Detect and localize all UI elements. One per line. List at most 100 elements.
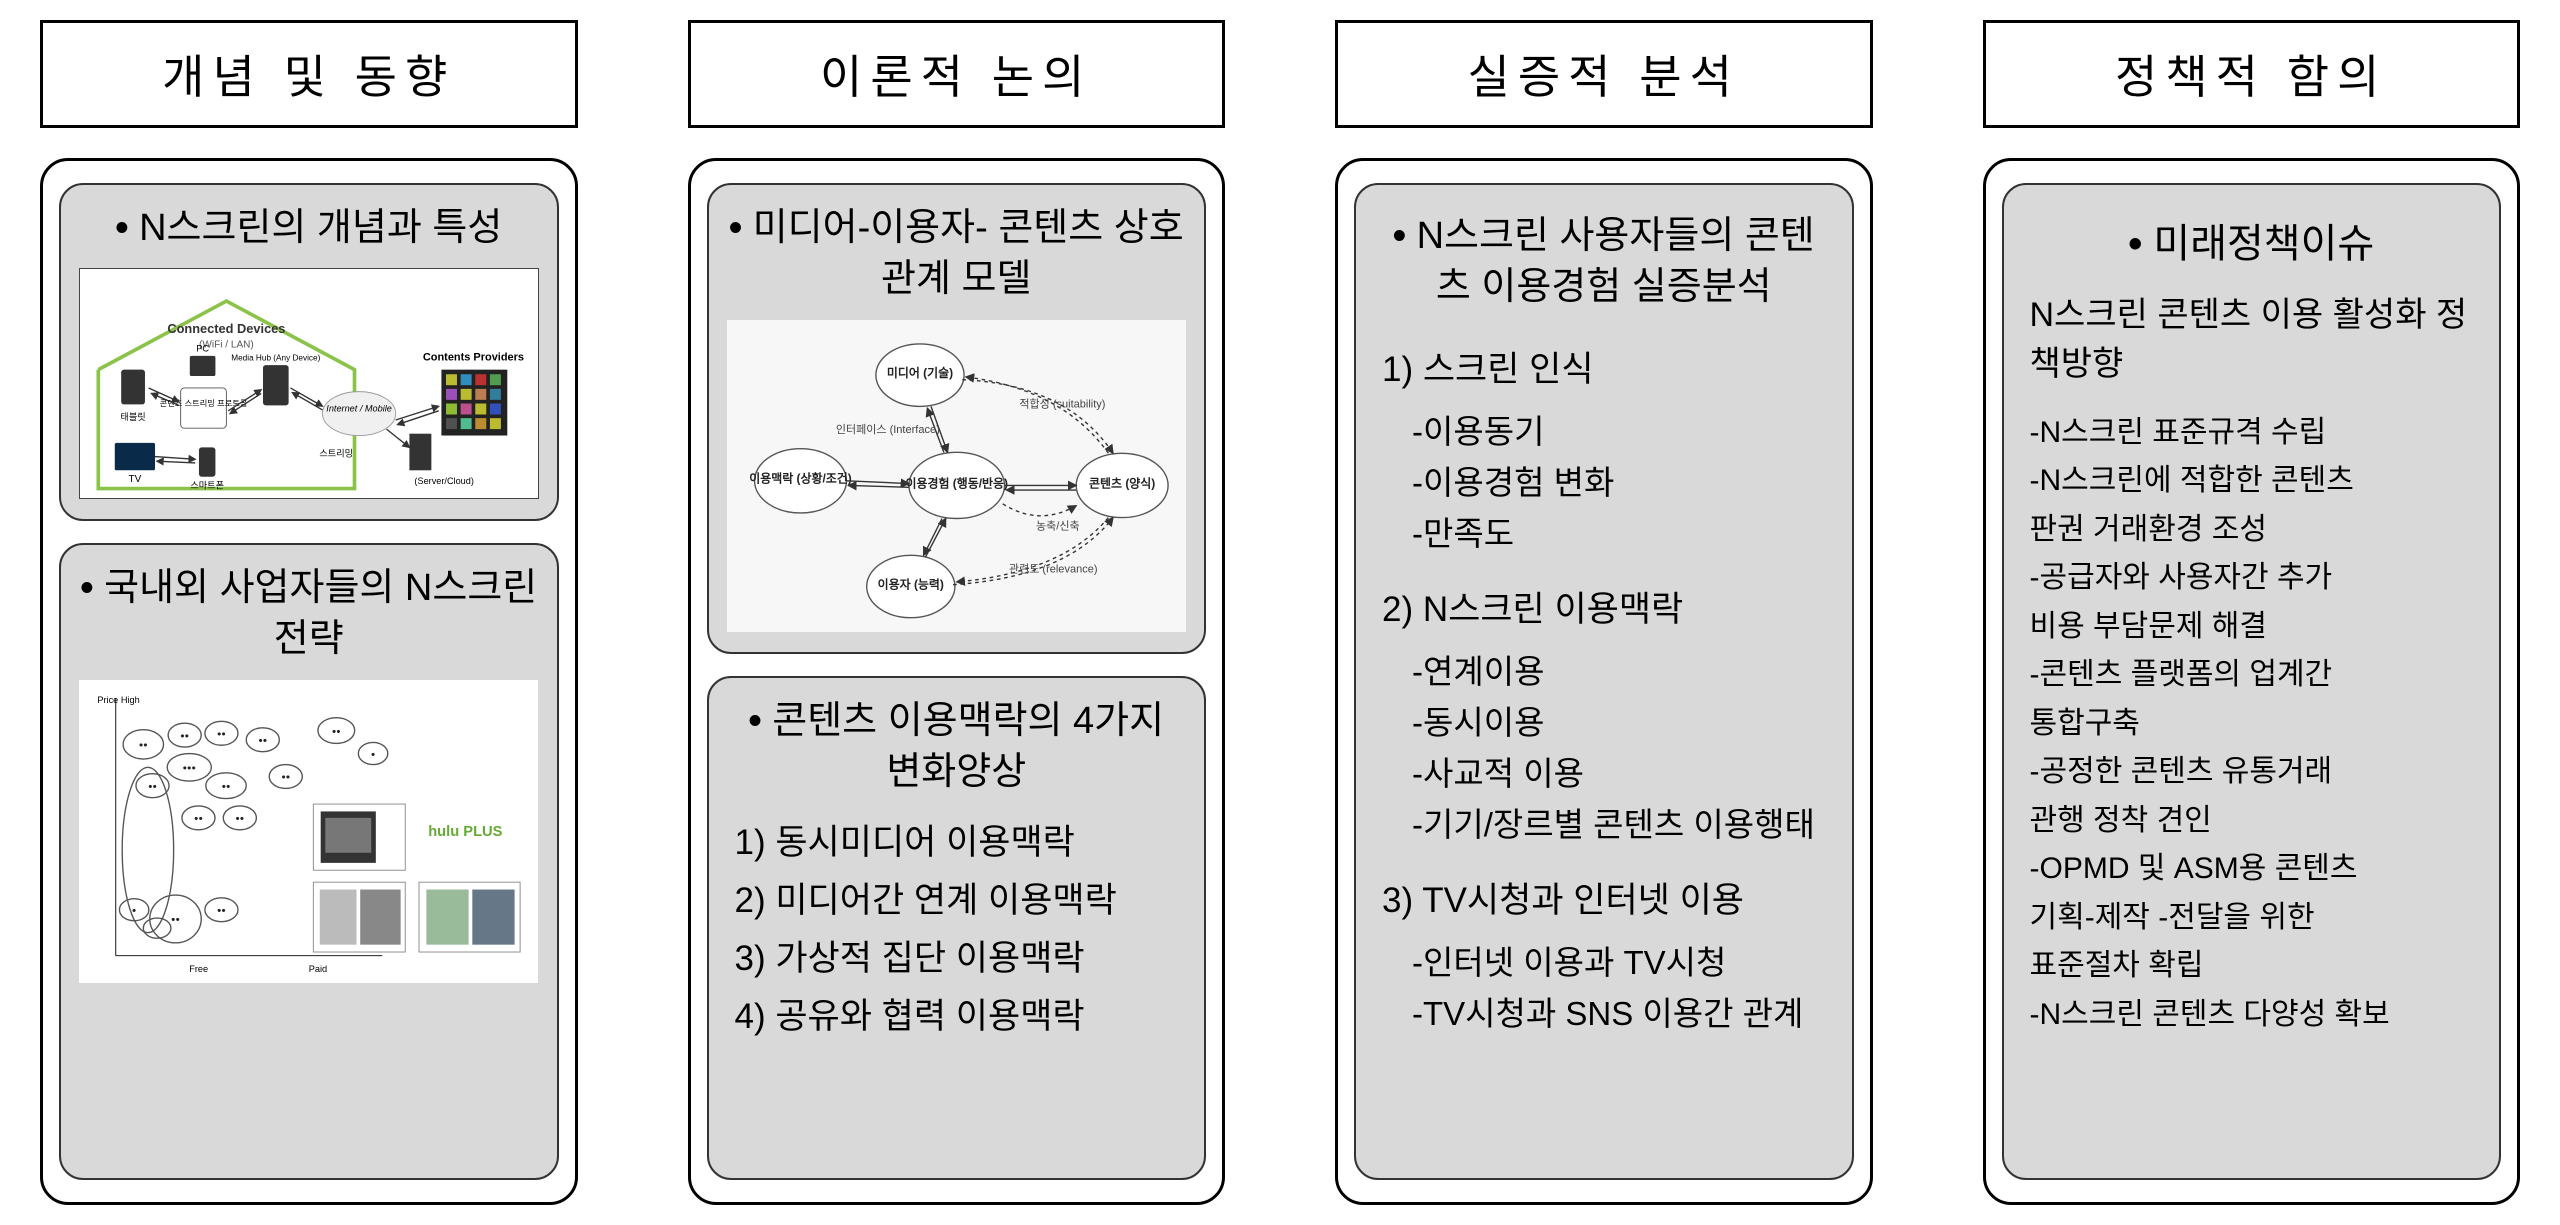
card-title-text: 미디어-이용자- 콘텐츠 상호관계 모델 [753,207,1184,300]
svg-text:hulu PLUS: hulu PLUS [428,824,502,840]
card-context-change: • 콘텐츠 이용맥락의 4가지 변화양상 1) 동시미디어 이용맥락 2) 미디… [707,676,1207,1180]
card-title: • N스크린의 개념과 특성 [79,203,539,254]
column-concepts: 개념 및 동향 • N스크린의 개념과 특성 Connected Devices… [40,20,578,1205]
list-item: 기획-제작 -전달을 위한 [2030,895,2474,942]
svg-text:농축/신축: 농축/신축 [1036,519,1080,532]
card-nscreen-strategy: • 국내외 사업자들의 N스크린 전략 Price High Free Paid [59,543,559,1180]
list-item: 3) 가상적 집단 이용맥락 [735,931,1179,987]
svg-text:●●: ●● [332,726,341,735]
svg-text:Price High: Price High [97,695,139,705]
col-body: • 미디어-이용자- 콘텐츠 상호관계 모델 미디어 (기술) 이용맥락 (상황… [688,158,1226,1205]
svg-text:●: ● [132,905,136,914]
list-item: -만족도 [1412,508,1826,559]
list-item: -공급자와 사용자간 추가 [2030,555,2474,602]
card-title-text: N스크린의 개념과 특성 [139,207,502,249]
section-head: 2) N스크린 이용맥락 [1382,584,1826,637]
list-item: -기기/장르별 콘텐츠 이용행태 [1412,799,1826,850]
section-items: -연계이용 -동시이용 -사교적 이용 -기기/장르별 콘텐츠 이용행태 [1382,646,1826,851]
svg-text:●●●: ●●● [183,763,196,772]
svg-text:●●: ●● [235,813,244,822]
svg-text:콘텐츠 (양식): 콘텐츠 (양식) [1089,475,1155,490]
svg-text:관련도 (relevance): 관련도 (relevance) [1008,562,1097,575]
card-title: • 미디어-이용자- 콘텐츠 상호관계 모델 [727,203,1187,306]
svg-text:●●: ●● [217,905,226,914]
svg-text:TV: TV [128,474,141,485]
policy-list: -N스크린 표준규격 수립 -N스크린에 적합한 콘텐츠 판권 거래환경 조성 … [2030,410,2474,1039]
column-theory: 이론적 논의 • 미디어-이용자- 콘텐츠 상호관계 모델 미디어 (기술) 이… [688,20,1226,1205]
col-header: 실증적 분석 [1335,20,1873,128]
list-item: -TV시청과 SNS 이용간 관계 [1412,988,1826,1039]
svg-text:●●: ●● [171,914,180,923]
svg-text:●: ● [371,749,375,758]
svg-text:●●: ●● [217,729,226,738]
svg-text:이용자 (능력): 이용자 (능력) [877,576,943,591]
card-nscreen-concept: • N스크린의 개념과 특성 Connected Devices (WiFi /… [59,183,559,521]
list-item: 판권 거래환경 조성 [2030,507,2474,554]
card-title: • 미래정책이슈 [2030,211,2474,269]
svg-text:Media Hub (Any Device): Media Hub (Any Device) [231,354,320,363]
svg-text:●●: ●● [222,781,231,790]
list-item: -OPMD 및 ASM용 콘텐츠 [2030,846,2474,893]
col-header: 이론적 논의 [688,20,1226,128]
column-policy: 정책적 함의 • 미래정책이슈 N스크린 콘텐츠 이용 활성화 정책방향 -N스… [1983,20,2521,1205]
list-item: 4) 공유와 협력 이용맥락 [735,989,1179,1045]
svg-text:(Server/Cloud): (Server/Cloud) [414,476,473,486]
list-item: 비용 부담문제 해결 [2030,604,2474,651]
svg-text:●●: ●● [139,740,148,749]
column-empirical: 실증적 분석 • N스크린 사용자들의 콘텐츠 이용경험 실증분석 1) 스크린… [1335,20,1873,1205]
section-items: -이용동기 -이용경험 변화 -만족도 [1382,406,1826,559]
list-item: 2) 미디어간 연계 이용맥락 [735,873,1179,929]
list-item: 관행 정착 견인 [2030,798,2474,845]
svg-text:적합성 (suitability): 적합성 (suitability) [1019,397,1105,410]
list-item: -이용경험 변화 [1412,457,1826,508]
col-header: 정책적 함의 [1983,20,2521,128]
list-item: -이용동기 [1412,406,1826,457]
card-title-text: 국내외 사업자들의 N스크린 전략 [104,567,537,660]
change-list: 1) 동시미디어 이용맥락 2) 미디어간 연계 이용맥락 3) 가상적 집단 … [727,815,1187,1045]
svg-text:스트리밍: 스트리밍 [319,449,353,459]
svg-text:이용맥락 (상황/조건): 이용맥락 (상황/조건) [749,470,851,485]
section-head: 1) 스크린 인식 [1382,344,1826,397]
section-head: 3) TV시청과 인터넷 이용 [1382,875,1826,928]
svg-text:태블릿: 태블릿 [120,411,145,422]
card-relation-model: • 미디어-이용자- 콘텐츠 상호관계 모델 미디어 (기술) 이용맥락 (상황… [707,183,1207,654]
svg-text:인터페이스 (Interface): 인터페이스 (Interface) [835,423,939,436]
svg-text:이용경험 (행동/반응): 이용경험 (행동/반응) [905,475,1007,490]
svg-text:●●: ●● [180,731,189,740]
list-item: 1) 동시미디어 이용맥락 [735,815,1179,871]
card-title-text: 미래정책이슈 [2153,222,2374,266]
list-item: -인터넷 이용과 TV시청 [1412,937,1826,988]
card-title-text: N스크린 사용자들의 콘텐츠 이용경험 실증분석 [1417,215,1815,308]
card-title: • N스크린 사용자들의 콘텐츠 이용경험 실증분석 [1382,211,1826,314]
card-policy: • 미래정책이슈 N스크린 콘텐츠 이용 활성화 정책방향 -N스크린 표준규격… [2002,183,2502,1180]
svg-text:●●: ●● [281,772,290,781]
col-body: • 미래정책이슈 N스크린 콘텐츠 이용 활성화 정책방향 -N스크린 표준규격… [1983,158,2521,1205]
svg-text:Internet / Mobile: Internet / Mobile [326,404,392,414]
list-item: -N스크린에 적합한 콘텐츠 [2030,458,2474,505]
svg-text:Paid: Paid [309,964,327,974]
card-empirical-analysis: • N스크린 사용자들의 콘텐츠 이용경험 실증분석 1) 스크린 인식 -이용… [1354,183,1854,1180]
card-title: • 국내외 사업자들의 N스크린 전략 [79,563,539,666]
list-item: -공정한 콘텐츠 유통거래 [2030,749,2474,796]
connected-devices-diagram: Connected Devices (WiFi / LAN) 태블릿 PC 콘텐… [79,268,539,499]
svg-text:미디어 (기술): 미디어 (기술) [886,365,952,380]
policy-sub: N스크린 콘텐츠 이용 활성화 정책방향 [2030,291,2474,390]
svg-text:스마트폰: 스마트폰 [190,481,224,491]
card-title-text: 콘텐츠 이용맥락의 4가지 변화양상 [772,700,1164,793]
list-item: -연계이용 [1412,646,1826,697]
label-connected-devices: Connected Devices [167,321,285,336]
svg-text:Contents Providers: Contents Providers [423,352,524,364]
section-items: -인터넷 이용과 TV시청 -TV시청과 SNS 이용간 관계 [1382,937,1826,1039]
list-item: -동시이용 [1412,697,1826,748]
list-item: -콘텐츠 플랫폼의 업계간 [2030,652,2474,699]
col-header: 개념 및 동향 [40,20,578,128]
card-title: • 콘텐츠 이용맥락의 4가지 변화양상 [727,696,1187,799]
svg-text:PC: PC [196,344,209,354]
list-item: -N스크린 콘텐츠 다양성 확보 [2030,992,2474,1039]
relation-model-diagram: 미디어 (기술) 이용맥락 (상황/조건) 이용경험 (행동/반응) 이용자 (… [727,320,1186,632]
svg-text:●●: ●● [194,813,203,822]
list-item: 표준절차 확립 [2030,943,2474,990]
svg-text:Free: Free [189,964,208,974]
list-item: -N스크린 표준규격 수립 [2030,410,2474,457]
svg-text:●●: ●● [148,781,157,790]
